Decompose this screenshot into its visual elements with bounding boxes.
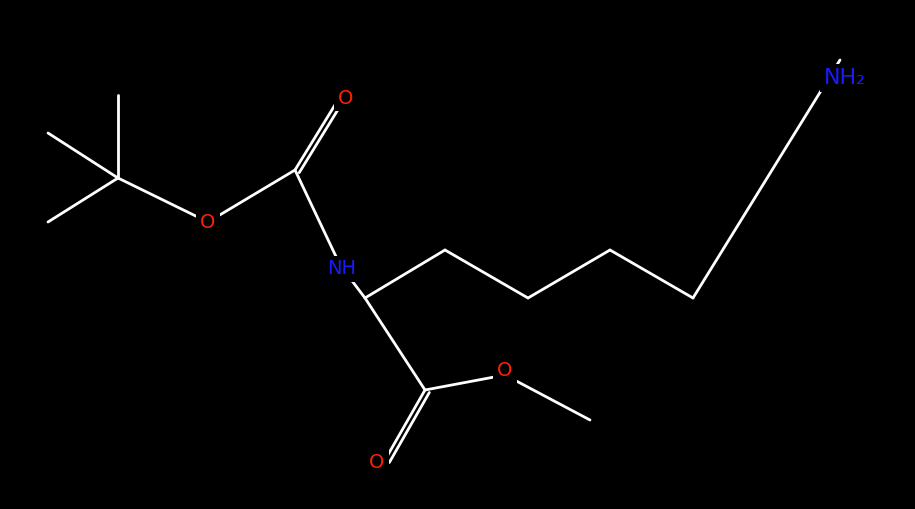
Text: O: O: [370, 453, 384, 471]
Text: NH₂: NH₂: [824, 68, 866, 88]
Text: NH: NH: [328, 260, 357, 278]
Text: O: O: [339, 89, 354, 107]
Text: O: O: [498, 360, 512, 380]
Text: O: O: [200, 212, 216, 232]
